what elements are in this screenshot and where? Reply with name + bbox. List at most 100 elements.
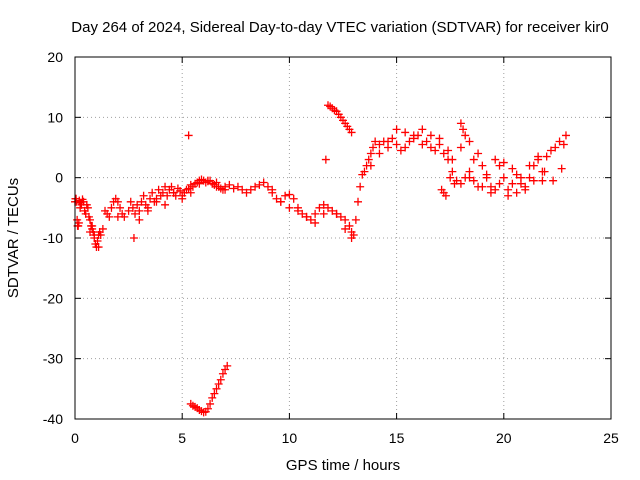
data-point [74, 218, 83, 227]
data-point [401, 143, 410, 152]
data-point [246, 185, 255, 194]
data-point [366, 149, 375, 158]
data-point [176, 186, 185, 195]
data-point [478, 161, 487, 170]
data-point [347, 128, 356, 137]
data-point [418, 140, 427, 149]
data-point [456, 119, 465, 128]
data-point [405, 137, 414, 146]
data-point [152, 197, 161, 206]
data-point [525, 173, 534, 182]
data-point [163, 191, 172, 200]
data-point [135, 206, 144, 215]
data-point [392, 125, 401, 134]
data-point [465, 173, 474, 182]
data-point [422, 137, 431, 146]
data-point [272, 194, 281, 203]
data-point [347, 234, 356, 242]
data-point [88, 221, 97, 230]
data-point [229, 184, 238, 193]
data-point [336, 212, 345, 221]
data-point [319, 200, 328, 209]
data-point [559, 140, 568, 149]
x-axis-label: GPS time / hours [286, 457, 400, 474]
y-tick-label: -30 [43, 351, 63, 367]
data-point [255, 180, 264, 189]
data-point [223, 361, 232, 370]
data-point [206, 399, 215, 408]
data-point [491, 155, 500, 164]
y-tick-label: 0 [55, 170, 63, 186]
data-point [516, 173, 525, 182]
data-point [203, 404, 212, 413]
data-point [474, 149, 483, 158]
data-point [298, 209, 307, 218]
data-point [375, 140, 384, 149]
axis-ticks: 0 5 10 15 20 25 -40 -30 -20 -10 0 10 20 [43, 49, 619, 446]
data-point [512, 170, 521, 179]
data-point [90, 230, 99, 239]
data-point [495, 161, 504, 170]
data-point [135, 215, 144, 224]
data-point [401, 128, 410, 137]
data-point [225, 180, 234, 189]
data-point [242, 188, 251, 197]
data-point [549, 176, 558, 185]
data-point [332, 209, 341, 218]
data-point [72, 197, 81, 206]
data-point [131, 209, 140, 218]
data-point [508, 164, 517, 173]
data-point [375, 149, 384, 158]
data-point [212, 384, 221, 393]
data-point [448, 155, 457, 164]
data-point [431, 146, 440, 155]
data-point [126, 197, 135, 206]
data-point [113, 212, 122, 221]
data-point [276, 197, 285, 206]
data-point [461, 131, 470, 140]
data-point [124, 206, 133, 215]
data-point [259, 178, 268, 187]
data-point [435, 134, 444, 143]
data-point [306, 215, 315, 224]
data-point [354, 197, 363, 206]
data-point [83, 203, 92, 212]
data-point [465, 137, 474, 146]
data-point [446, 173, 455, 182]
data-point [486, 188, 495, 197]
data-point [456, 143, 465, 152]
data-point [116, 203, 125, 212]
data-point [345, 221, 354, 230]
data-point [534, 152, 543, 161]
data-point [551, 143, 560, 152]
data-point [388, 134, 397, 143]
data-point [491, 185, 500, 194]
data-point [444, 146, 453, 155]
data-point [186, 188, 195, 197]
data-point [495, 179, 504, 188]
data-point [351, 215, 360, 224]
data-point [154, 185, 163, 194]
data-point [469, 155, 478, 164]
data-point [561, 131, 570, 140]
data-points [71, 101, 570, 417]
data-point [529, 176, 538, 185]
plot-frame [74, 56, 612, 420]
data-point [319, 209, 328, 218]
data-point [293, 206, 302, 215]
data-point [542, 152, 551, 161]
data-point [384, 137, 393, 146]
data-point [557, 164, 566, 173]
data-point [499, 158, 508, 167]
data-point [538, 176, 547, 185]
data-point [107, 203, 116, 212]
data-point [546, 146, 555, 155]
data-point [478, 182, 487, 191]
x-tick-label: 0 [71, 430, 79, 446]
data-point [326, 102, 335, 111]
data-point [167, 182, 176, 191]
data-point [238, 185, 247, 194]
data-point [203, 176, 212, 185]
data-point [178, 194, 187, 203]
data-point [540, 167, 549, 176]
